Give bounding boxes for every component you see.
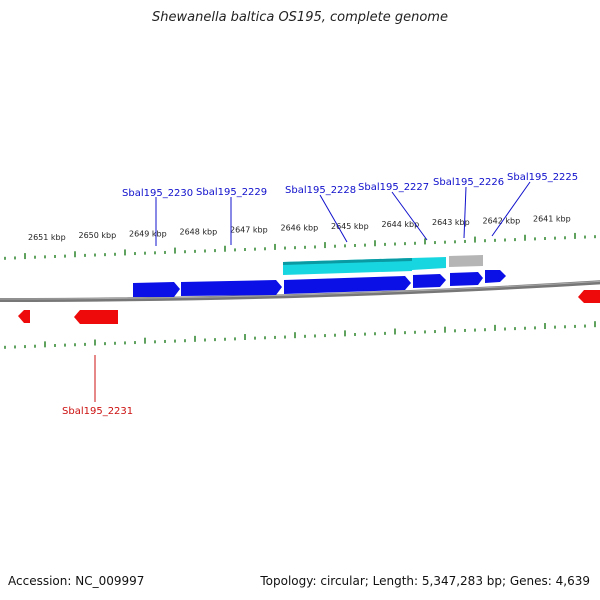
gene-arrow[interactable] <box>284 276 411 294</box>
scale-label: 2642 kbp <box>483 216 521 225</box>
gene-arrow[interactable] <box>450 272 483 286</box>
map-title: Shewanella baltica OS195, complete genom… <box>152 10 448 25</box>
gene-arrow[interactable] <box>181 280 282 296</box>
scale-label: 2648 kbp <box>180 227 218 236</box>
scale-label: 2646 kbp <box>281 224 319 233</box>
gene-arrow[interactable] <box>485 270 506 283</box>
gene-arrow[interactable] <box>133 282 180 297</box>
accession-text: Accession: NC_009997 <box>8 574 145 588</box>
gene-label: Sbal195_2230 <box>122 188 193 199</box>
grey-feature <box>449 255 483 267</box>
scale-label: 2650 kbp <box>79 231 117 240</box>
rna-feature-block-2 <box>412 257 446 270</box>
genome-backbone <box>0 280 600 302</box>
gene-label: Sbal195_2225 <box>507 172 578 183</box>
scale-label: 2645 kbp <box>331 222 369 231</box>
scale-label: 2651 kbp <box>28 233 66 242</box>
scale-labels: 2651 kbp 2650 kbp 2649 kbp 2648 kbp 2647 kbp… <box>28 214 571 242</box>
gene-labels: Sbal195_2230 Sbal195_2229 Sbal195_2228 S… <box>62 172 578 417</box>
scale-label: 2649 kbp <box>129 229 167 238</box>
reverse-genes <box>18 290 600 324</box>
gene-arrow[interactable] <box>18 310 30 323</box>
gene-arrow[interactable] <box>413 274 446 288</box>
gene-label: Sbal195_2229 <box>196 187 267 198</box>
gene-arrow[interactable] <box>74 310 118 324</box>
genome-summary-text: Topology: circular; Length: 5,347,283 bp… <box>260 574 590 588</box>
gene-label: Sbal195_2228 <box>285 185 356 196</box>
scale-label: 2647 kbp <box>230 226 268 235</box>
scale-label: 2644 kbp <box>382 220 420 229</box>
gene-label: Sbal195_2227 <box>358 182 429 193</box>
scale-ticks-bottom <box>4 321 596 349</box>
rna-feature-track[interactable] <box>283 255 483 275</box>
gene-label: Sbal195_2226 <box>433 177 504 188</box>
scale-label: 2641 kbp <box>533 214 571 223</box>
label-leaders <box>94 181 531 402</box>
scale-ticks-top <box>4 232 596 260</box>
forward-genes <box>133 270 506 297</box>
gene-label: Sbal195_2231 <box>62 406 133 417</box>
scale-label: 2643 kbp <box>432 218 470 227</box>
gene-arrow[interactable] <box>578 290 600 303</box>
